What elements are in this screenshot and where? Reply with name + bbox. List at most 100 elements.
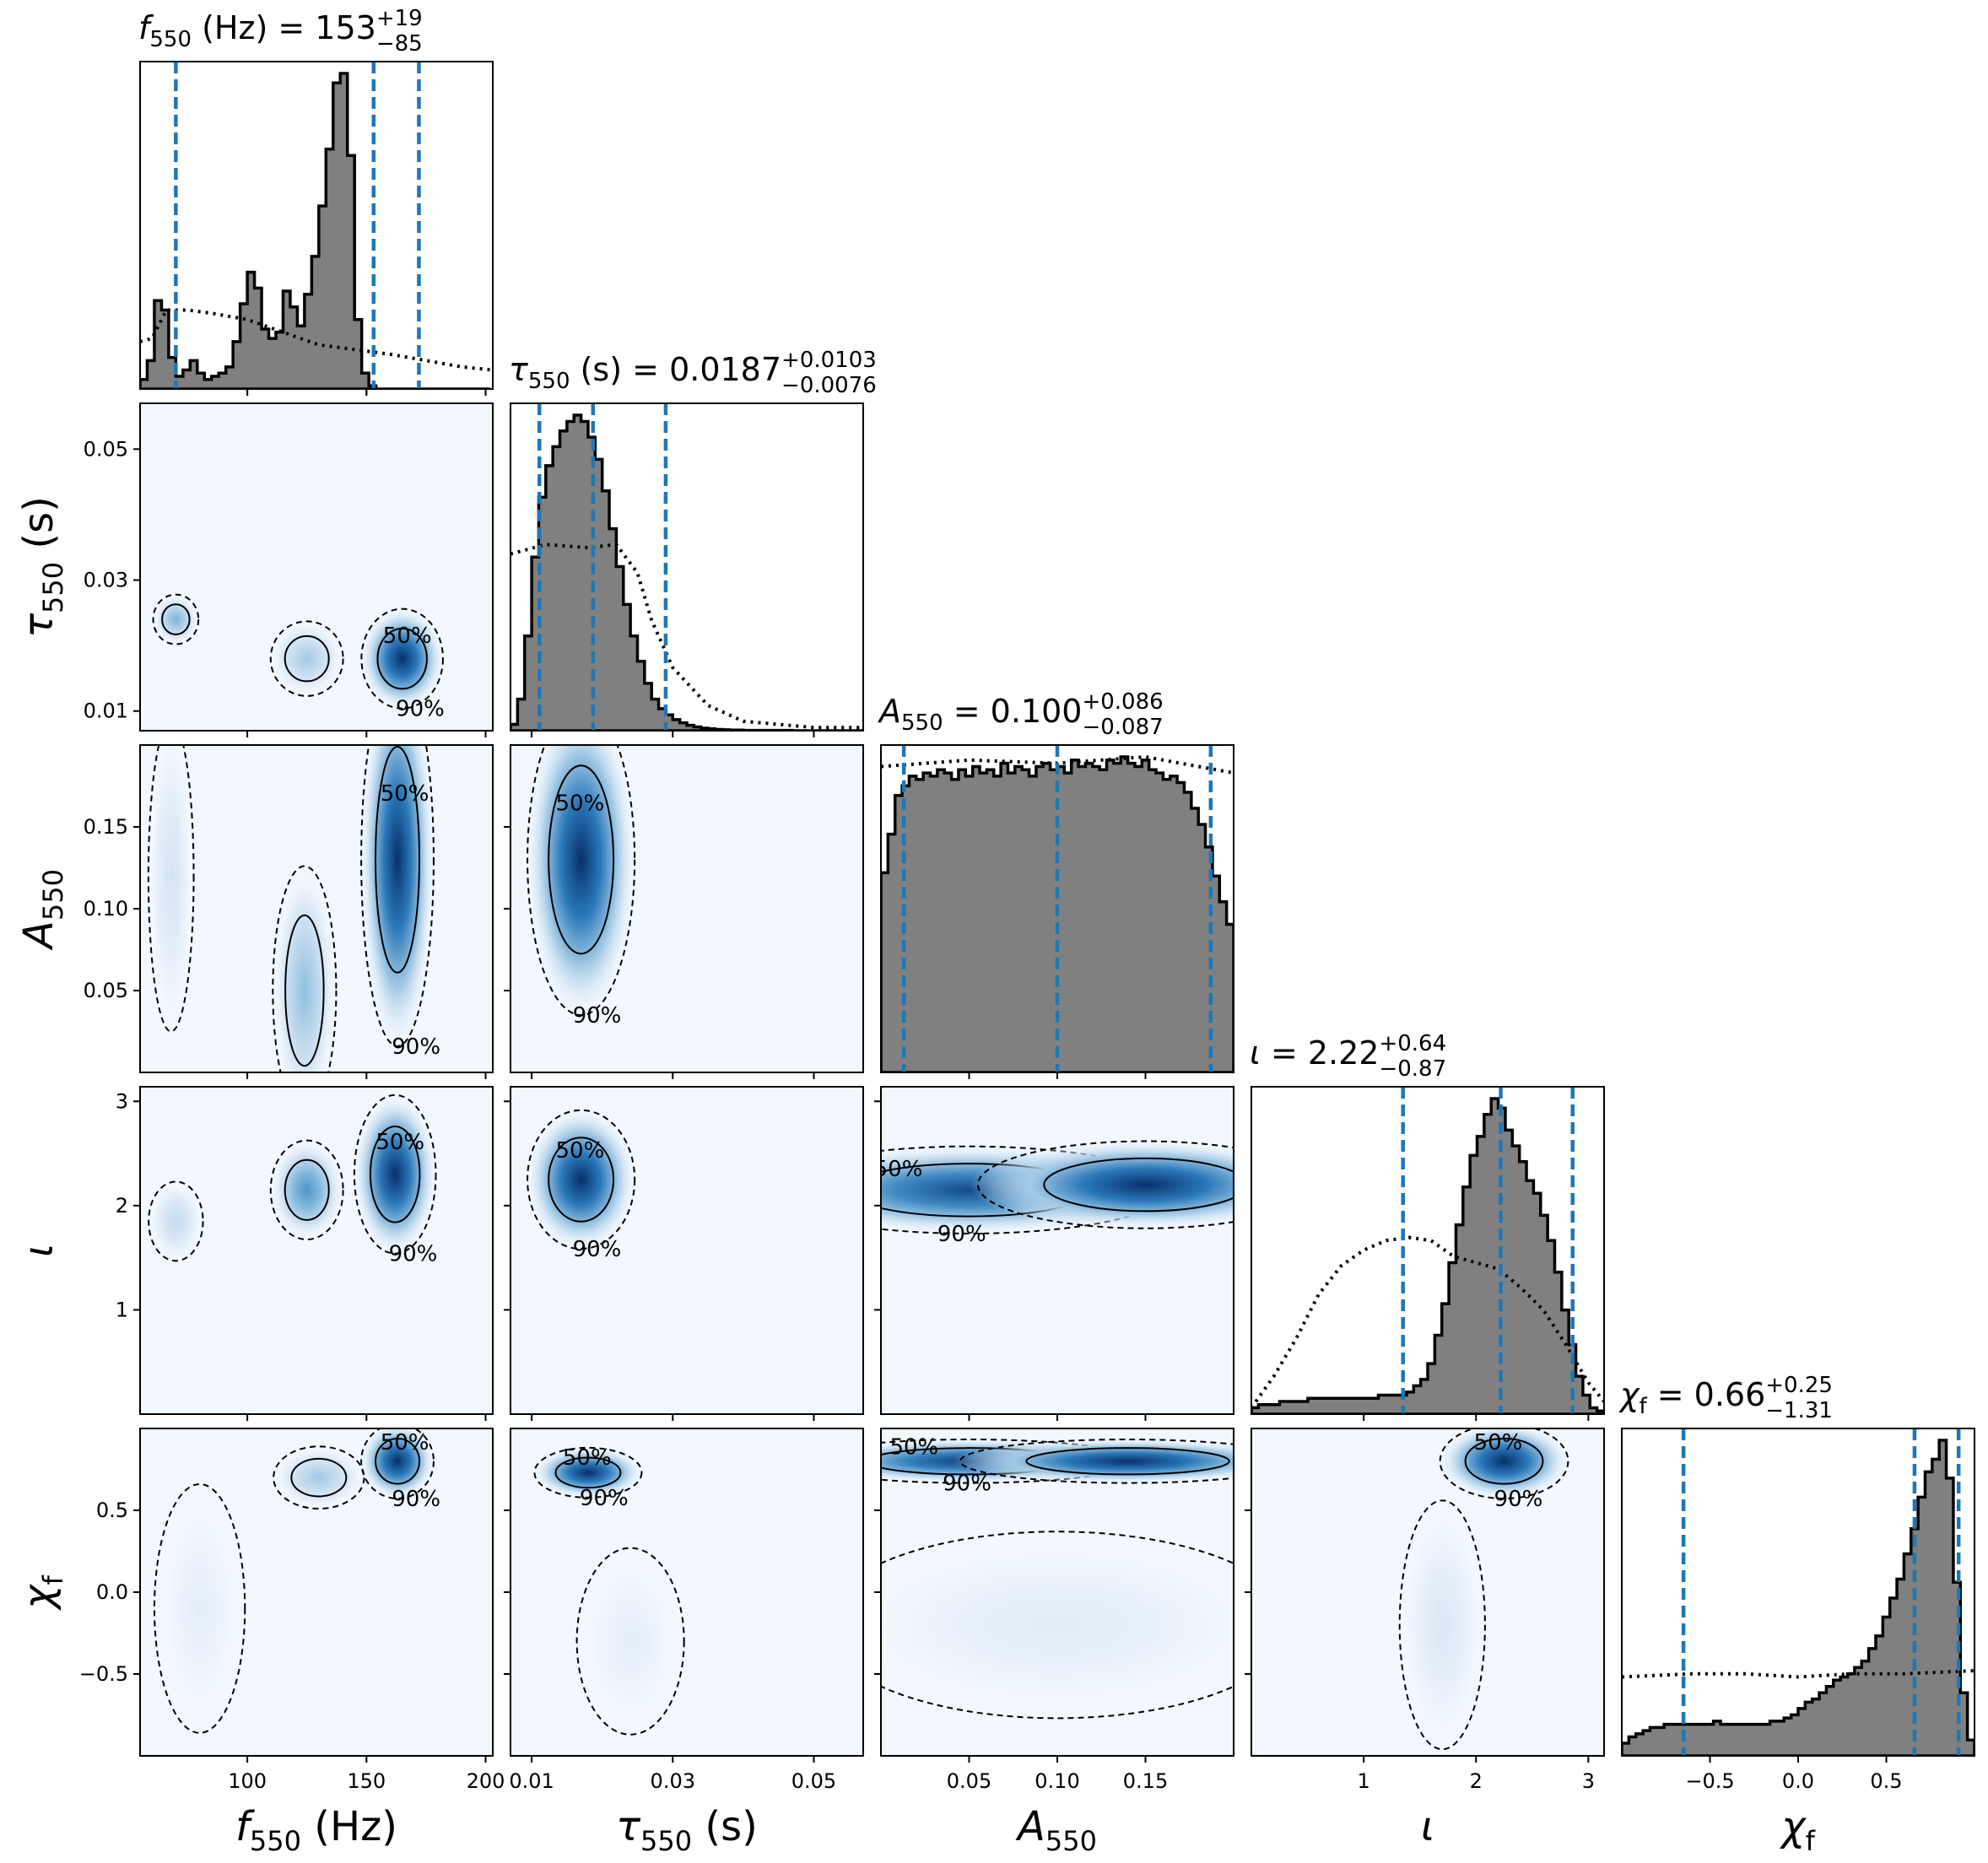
- contour-label-90: 90%: [389, 1242, 438, 1267]
- panel-title: A550 = 0.100+0.086: [877, 689, 1164, 736]
- panel-2d-A550-vs-tau550: 50% 90%: [510, 744, 864, 1073]
- density-peak: [1436, 1428, 1572, 1501]
- y-axis-label: A550: [15, 869, 69, 951]
- x-tick-label: 2: [1470, 1769, 1483, 1793]
- panel-2d-chi_f-vs-A550: 50%90%: [880, 1428, 1234, 1757]
- title-subscript: 550: [901, 710, 943, 736]
- contour-label-90: 90%: [937, 1222, 986, 1247]
- posterior-histogram: [140, 72, 491, 389]
- x-tick-label: 1: [1357, 1769, 1369, 1793]
- contour-label-90: 90%: [573, 1237, 622, 1262]
- contour-90: [153, 1482, 246, 1734]
- y-tick-label: 2: [116, 1194, 128, 1218]
- contour-label-90: 90%: [573, 1003, 622, 1029]
- title-symbol: A: [877, 693, 901, 730]
- panel-frame: [1251, 1086, 1605, 1415]
- x-tick-label: 0.10: [1035, 1769, 1079, 1793]
- contour-label-50: 50%: [381, 781, 429, 807]
- density-peak: [969, 1138, 1234, 1231]
- contour-label-50: 50%: [556, 1138, 605, 1164]
- contour-50: [376, 627, 428, 690]
- title-plus: +0.0103: [781, 348, 877, 373]
- x-axis-label: χf: [1779, 1803, 1815, 1857]
- contour-50: [290, 1457, 348, 1498]
- title-median: 2.22: [1308, 1034, 1380, 1072]
- title-symbol: τ: [509, 351, 529, 388]
- density-peak: [359, 745, 436, 1056]
- contour-label-50: 50%: [375, 1130, 424, 1155]
- contour-label-90: 90%: [392, 1034, 440, 1060]
- contour-90: [269, 620, 344, 697]
- contour-90: [272, 865, 338, 1072]
- contour-50: [369, 1125, 421, 1223]
- title-minus: −0.087: [1082, 715, 1163, 740]
- x-tick-label: 0.0: [1782, 1769, 1814, 1793]
- panel-2d-chi_f-vs-iota: 50% 90%: [1251, 1428, 1605, 1757]
- posterior-histogram: [1251, 1097, 1604, 1414]
- contour-50: [548, 1137, 615, 1223]
- contour-90: [1439, 1428, 1569, 1500]
- contour-label-50: 50%: [556, 791, 605, 817]
- contour-90: [575, 1547, 685, 1736]
- density-peak: [268, 619, 345, 699]
- y-tick-label: 0.05: [84, 979, 128, 1002]
- contour-90: [353, 1094, 437, 1255]
- title-plus: +19: [376, 6, 423, 31]
- contour-50: [284, 914, 325, 1067]
- title-unit: (Hz) =: [192, 9, 315, 46]
- x-axis-label: ι: [1421, 1803, 1434, 1850]
- y-tick-label: 0.5: [96, 1498, 128, 1522]
- contour-50: [1464, 1438, 1544, 1485]
- density-peak: [152, 1477, 248, 1740]
- x-tick-label: 3: [1582, 1769, 1595, 1793]
- title-minus: −1.31: [1765, 1398, 1833, 1423]
- y-axis-label: τ550 (s): [15, 496, 69, 638]
- title-median: 0.100: [991, 693, 1083, 730]
- contour-50: [284, 1158, 330, 1221]
- contour-label-50: 50%: [563, 1445, 612, 1471]
- title-plus: +0.086: [1082, 689, 1163, 715]
- panel-title: f550 (Hz) = 153+19: [138, 6, 423, 52]
- contour-90: [533, 1446, 643, 1498]
- title-median: 153: [315, 9, 376, 46]
- title-minus: −85: [376, 31, 423, 57]
- contour-label-50: 50%: [383, 624, 432, 649]
- contour-90: [360, 1428, 435, 1500]
- y-tick-label: 0.03: [84, 569, 128, 592]
- prior-curve: [511, 543, 863, 730]
- title-plus: +0.64: [1379, 1031, 1446, 1056]
- density-peak: [271, 1444, 367, 1510]
- y-tick-label: 0.10: [84, 897, 128, 921]
- density-peak: [532, 1446, 645, 1499]
- contour-90: [1398, 1499, 1486, 1751]
- panel-2d-A550-vs-f550: 50% 90%: [139, 744, 494, 1073]
- density-peak: [1397, 1493, 1488, 1756]
- title-unit: =: [943, 693, 991, 730]
- x-tick-label: 200: [467, 1769, 505, 1793]
- title-median: 0.0187: [669, 351, 781, 388]
- title-subscript: 550: [149, 27, 192, 52]
- panel-2d-iota-vs-tau550: 50% 90%: [510, 1086, 864, 1415]
- panel-1d-tau550: τ550 (s) = 0.0187+0.0103−0.0076: [509, 348, 877, 732]
- x-tick-label: 0.03: [651, 1769, 695, 1793]
- x-tick-label: −0.5: [1685, 1769, 1734, 1793]
- contour-50: [375, 1438, 421, 1485]
- panel-2d-iota-vs-f550: 50% 90%: [139, 1086, 494, 1415]
- density-peak: [268, 1137, 345, 1243]
- x-tick-label: 100: [228, 1769, 267, 1793]
- prior-curve: [1251, 1235, 1604, 1409]
- contour-50: [554, 1456, 622, 1489]
- contour-label-50: 50%: [889, 1435, 938, 1461]
- density-peak: [359, 1428, 436, 1501]
- contour-90: [269, 1139, 344, 1241]
- contour-50: [548, 764, 615, 955]
- panel-1d-chi_f: χf = 0.66+0.25−1.31: [1618, 1373, 1975, 1757]
- contour-50: [1025, 1447, 1230, 1476]
- density-peak: [574, 1542, 687, 1740]
- prior-curve: [1622, 1669, 1974, 1679]
- x-tick-label: 0.01: [509, 1769, 554, 1793]
- x-tick-label: 0.05: [947, 1769, 991, 1793]
- density-peak: [951, 1438, 1234, 1484]
- panel-2d-chi_f-vs-tau550: 50% 90%: [510, 1428, 864, 1757]
- y-tick-label: 3: [116, 1089, 128, 1113]
